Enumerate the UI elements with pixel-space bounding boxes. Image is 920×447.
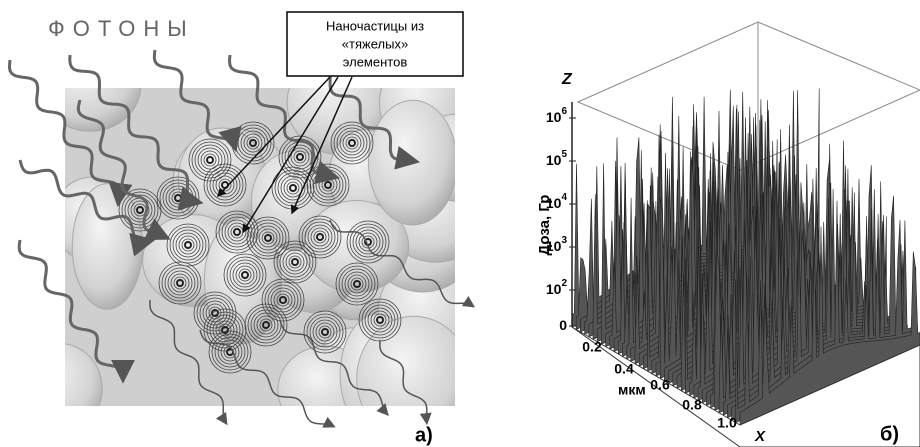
- figure: ФОТОНЫ Наночастицы из «тяжелых» элементо…: [0, 0, 920, 447]
- z-tick-exp: 4: [561, 192, 567, 203]
- x-tick-label: 0.4: [614, 361, 634, 377]
- callout-line: «тяжелых»: [342, 36, 408, 51]
- x-unit: мкм: [618, 382, 646, 398]
- z-tick-label: 104: [546, 192, 568, 211]
- cell: [18, 344, 102, 435]
- z-tick-exp: 5: [561, 149, 567, 160]
- z-tick-base: 10: [546, 281, 562, 297]
- x-tick-label: 1.0: [717, 415, 737, 431]
- cell: [368, 100, 457, 225]
- panel-a: ФОТОНЫ Наночастицы из «тяжелых» элементо…: [10, 12, 510, 446]
- z-tick-label: 103: [546, 235, 568, 254]
- callout-line: элементов: [343, 54, 408, 69]
- cell: [72, 184, 142, 310]
- x-tick-label: 0.2: [582, 339, 602, 355]
- x-axis-label: X: [754, 428, 766, 445]
- panel-label: б): [880, 423, 899, 445]
- z-tick-exp: 2: [561, 278, 567, 289]
- z-axis-label: Z: [561, 71, 573, 88]
- z-tick-base: 10: [546, 109, 562, 125]
- photons-title: ФОТОНЫ: [48, 16, 195, 41]
- x-tick-label: 0.6: [650, 377, 670, 393]
- z-tick-base: 10: [546, 238, 562, 254]
- z-tick-label: 0: [559, 317, 567, 333]
- callout-line: Наночастицы из: [326, 18, 424, 33]
- z-tick-base: 0: [559, 317, 567, 333]
- z-tick-label: 105: [546, 149, 568, 168]
- z-tick-exp: 6: [561, 106, 567, 117]
- z-tick-base: 10: [546, 152, 562, 168]
- panel-label: а): [415, 424, 433, 446]
- cell: [357, 316, 471, 441]
- z-tick-label: 102: [546, 278, 568, 297]
- x-tick-label: 0.8: [682, 397, 702, 413]
- z-tick-label: 106: [546, 106, 568, 125]
- z-tick-base: 10: [546, 195, 562, 211]
- z-tick-exp: 3: [561, 235, 567, 246]
